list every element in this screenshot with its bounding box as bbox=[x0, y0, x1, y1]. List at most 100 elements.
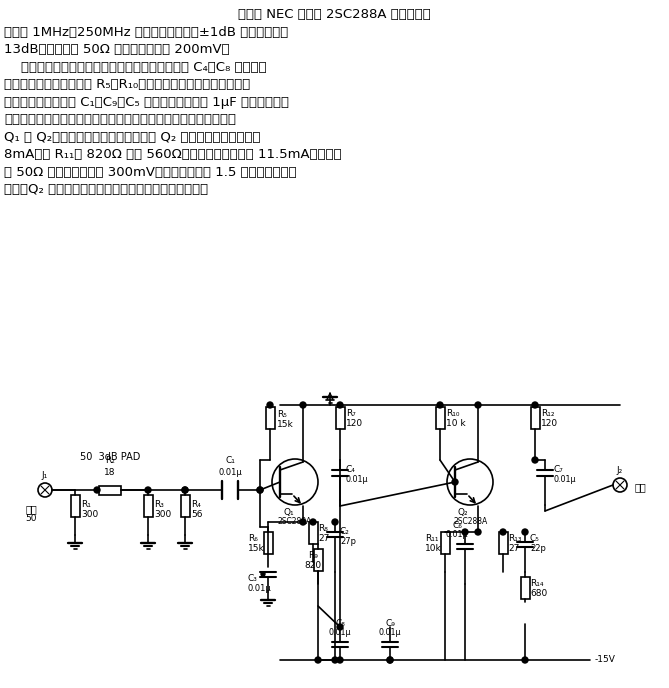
Circle shape bbox=[522, 529, 528, 535]
Text: 27: 27 bbox=[318, 534, 329, 543]
Text: C₇: C₇ bbox=[553, 465, 563, 474]
Text: 56: 56 bbox=[191, 510, 203, 519]
Circle shape bbox=[532, 402, 538, 408]
Circle shape bbox=[310, 519, 316, 525]
Circle shape bbox=[300, 519, 306, 525]
Text: 300: 300 bbox=[81, 510, 98, 519]
Text: 输入: 输入 bbox=[25, 504, 37, 514]
Text: 伸，可以将耦合电容 C₁、C₉、C₅ 增大，或关联一个 1μF 的钽电容。另: 伸，可以将耦合电容 C₁、C₉、C₅ 增大，或关联一个 1μF 的钽电容。另 bbox=[4, 96, 289, 109]
Bar bbox=[266, 407, 274, 429]
Text: R₆: R₆ bbox=[248, 534, 258, 543]
Text: 27p: 27p bbox=[340, 537, 356, 546]
Text: R₁₃: R₁₃ bbox=[508, 534, 522, 543]
Circle shape bbox=[387, 657, 393, 663]
Text: 0.01μ: 0.01μ bbox=[446, 530, 468, 539]
Circle shape bbox=[475, 402, 481, 408]
Bar bbox=[70, 495, 80, 517]
Text: R₁₂: R₁₂ bbox=[541, 409, 555, 418]
Text: R₃: R₃ bbox=[154, 500, 164, 509]
Text: 特性在 1MHz～250MHz 的范围内幅值变化±1dB 之内，增益为: 特性在 1MHz～250MHz 的范围内幅值变化±1dB 之内，增益为 bbox=[4, 25, 288, 39]
Text: 50: 50 bbox=[25, 514, 37, 523]
Text: 0.01μ: 0.01μ bbox=[345, 475, 367, 484]
Circle shape bbox=[437, 402, 443, 408]
Bar bbox=[264, 532, 272, 554]
Circle shape bbox=[387, 657, 393, 663]
Circle shape bbox=[182, 487, 188, 493]
Text: R₁: R₁ bbox=[81, 500, 91, 509]
Text: R₉: R₉ bbox=[308, 551, 318, 560]
Text: 22p: 22p bbox=[530, 544, 546, 553]
Circle shape bbox=[332, 657, 338, 663]
Bar bbox=[440, 532, 450, 554]
Bar bbox=[314, 549, 322, 571]
Text: -15V: -15V bbox=[595, 656, 616, 665]
Circle shape bbox=[300, 402, 306, 408]
Text: 0.01μ: 0.01μ bbox=[248, 584, 272, 593]
Text: 10 k: 10 k bbox=[446, 419, 466, 428]
Text: Q₁: Q₁ bbox=[283, 508, 294, 517]
Circle shape bbox=[337, 402, 343, 408]
Circle shape bbox=[452, 479, 458, 485]
Text: 680: 680 bbox=[530, 589, 547, 598]
Text: 18: 18 bbox=[104, 468, 116, 477]
Circle shape bbox=[315, 657, 321, 663]
Bar bbox=[436, 407, 444, 429]
Bar bbox=[335, 407, 345, 429]
Text: 低频增益不足时可以减小 R₅、R₁₀的值。若想使频率特性向低频延: 低频增益不足时可以减小 R₅、R₁₀的值。若想使频率特性向低频延 bbox=[4, 78, 250, 91]
Text: Q₁ 和 Q₂。增大输出电压的方法是增大 Q₂ 的集电极电流，原来为: Q₁ 和 Q₂。增大输出电压的方法是增大 Q₂ 的集电极电流，原来为 bbox=[4, 131, 260, 144]
Text: 2SC288A: 2SC288A bbox=[278, 517, 312, 526]
Bar bbox=[308, 522, 318, 544]
Text: 13dB，在负载为 50Ω 时最大输出约为 200mV。: 13dB，在负载为 50Ω 时最大输出约为 200mV。 bbox=[4, 43, 229, 56]
Text: 由两只 NEC 出品的 2SC288A 构成，频率: 由两只 NEC 出品的 2SC288A 构成，频率 bbox=[237, 8, 430, 21]
Circle shape bbox=[532, 457, 538, 463]
Circle shape bbox=[94, 487, 100, 493]
Text: C₈: C₈ bbox=[335, 619, 345, 628]
Text: Q₂: Q₂ bbox=[458, 508, 468, 517]
Text: 300: 300 bbox=[154, 510, 171, 519]
Circle shape bbox=[257, 487, 263, 493]
Text: C₁: C₁ bbox=[225, 456, 235, 465]
Bar bbox=[181, 495, 189, 517]
Text: 外，延伸频率特性的高频段，可以选择高频特性良好的晶体管代替: 外，延伸频率特性的高频段，可以选择高频特性良好的晶体管代替 bbox=[4, 113, 236, 126]
Text: 0.01μ: 0.01μ bbox=[379, 628, 401, 637]
Text: 0.01μ: 0.01μ bbox=[218, 468, 242, 477]
Text: R₂: R₂ bbox=[105, 456, 115, 465]
Text: 8mA，将 R₁₁由 820Ω 换为 560Ω，则集电极电流变为 11.5mA，在负载: 8mA，将 R₁₁由 820Ω 换为 560Ω，则集电极电流变为 11.5mA，… bbox=[4, 148, 342, 161]
Bar bbox=[143, 495, 153, 517]
Bar bbox=[531, 407, 539, 429]
Text: 820: 820 bbox=[304, 561, 322, 570]
Circle shape bbox=[337, 624, 343, 630]
Text: 若要改善带宽内频率特性，使其更平坦，可调整 C₄、C₈ 的值，当: 若要改善带宽内频率特性，使其更平坦，可调整 C₄、C₈ 的值，当 bbox=[4, 61, 267, 74]
Circle shape bbox=[145, 487, 151, 493]
Text: 0.01μ: 0.01μ bbox=[328, 628, 351, 637]
Text: C₄: C₄ bbox=[345, 465, 355, 474]
Circle shape bbox=[500, 529, 506, 535]
Circle shape bbox=[337, 657, 343, 663]
Text: C₆: C₆ bbox=[452, 521, 462, 530]
Text: R₁₄: R₁₄ bbox=[530, 579, 543, 588]
Circle shape bbox=[332, 519, 338, 525]
Text: 输出: 输出 bbox=[635, 482, 647, 492]
Circle shape bbox=[267, 402, 273, 408]
Text: 电压，Q₂ 的功率已达极限，必须在输出另加放大电路。: 电压，Q₂ 的功率已达极限，必须在输出另加放大电路。 bbox=[4, 183, 208, 196]
Text: C₉: C₉ bbox=[385, 619, 395, 628]
Text: 15k: 15k bbox=[248, 544, 265, 553]
Text: 120: 120 bbox=[346, 419, 363, 428]
Text: C₅: C₅ bbox=[530, 534, 540, 543]
Text: 120: 120 bbox=[541, 419, 558, 428]
Circle shape bbox=[462, 529, 468, 535]
Text: 15k: 15k bbox=[277, 420, 294, 429]
Text: C₂: C₂ bbox=[340, 527, 350, 536]
Text: R₁₀: R₁₀ bbox=[446, 409, 460, 418]
Text: R₈: R₈ bbox=[318, 524, 328, 533]
Text: J₂: J₂ bbox=[617, 466, 623, 475]
Text: 10k: 10k bbox=[425, 544, 442, 553]
Circle shape bbox=[522, 657, 528, 663]
Circle shape bbox=[261, 572, 265, 576]
Text: 0.01μ: 0.01μ bbox=[553, 475, 575, 484]
Text: 27: 27 bbox=[508, 544, 519, 553]
Text: R₅: R₅ bbox=[277, 410, 287, 419]
Bar bbox=[520, 577, 529, 599]
Circle shape bbox=[257, 487, 263, 493]
Text: R₄: R₄ bbox=[191, 500, 201, 509]
